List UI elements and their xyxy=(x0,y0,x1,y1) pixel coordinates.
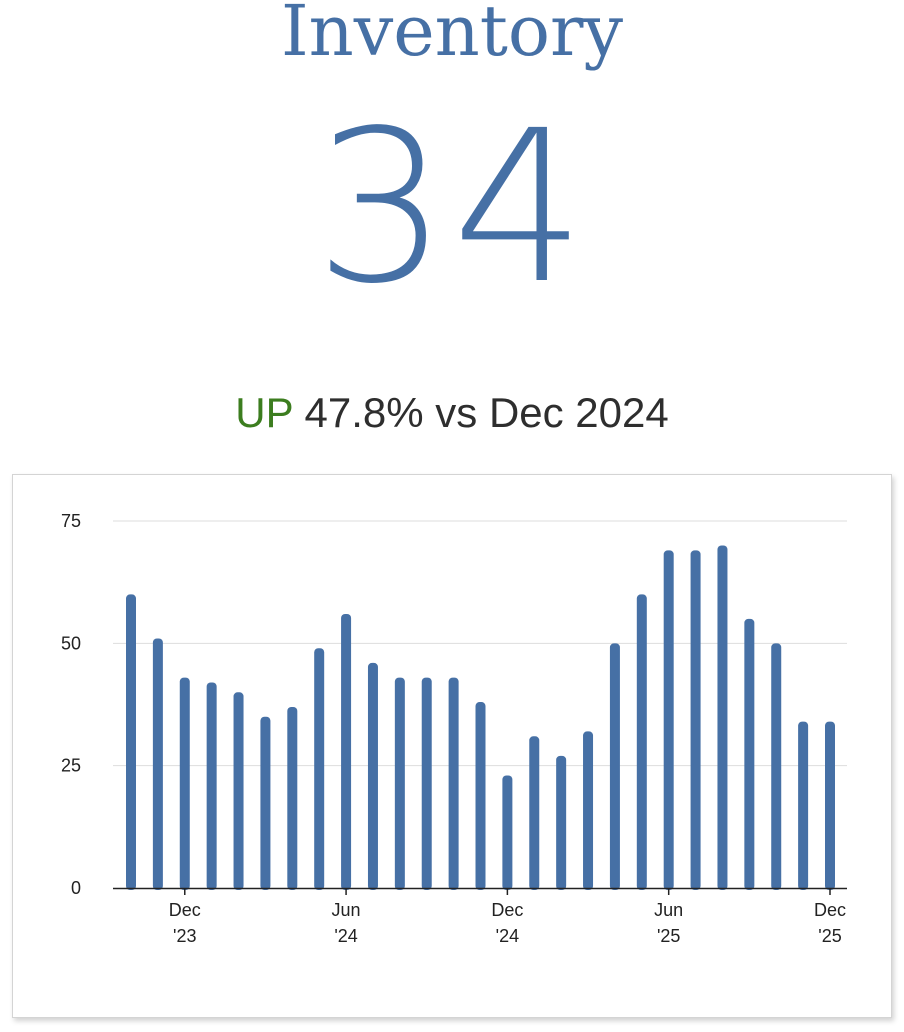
bar xyxy=(744,618,755,890)
chart-card: 0 25 50 75 Dec '23 Jun '24 Dec '24 Jun '25 Dec '25 xyxy=(12,474,892,1018)
bar xyxy=(825,721,835,890)
bar xyxy=(556,755,567,890)
bar xyxy=(206,682,217,890)
change-text: 47.8% vs Dec 2024 xyxy=(304,389,669,436)
change-direction: UP xyxy=(235,389,293,436)
x-tick-label: '24 xyxy=(496,926,519,946)
bar xyxy=(609,643,620,890)
bar xyxy=(126,594,136,890)
x-tick-label: Dec xyxy=(491,900,523,920)
bar xyxy=(717,545,728,890)
bar xyxy=(179,677,190,890)
bar xyxy=(690,550,701,890)
bar xyxy=(502,775,513,890)
bar xyxy=(663,550,674,890)
bar xyxy=(798,721,809,890)
x-tick-label: Dec xyxy=(169,900,201,920)
bar xyxy=(260,716,271,890)
x-tick-label: '23 xyxy=(173,926,196,946)
x-tick-label: Dec xyxy=(814,900,846,920)
bar xyxy=(583,731,594,890)
change-summary: UP 47.8% vs Dec 2024 xyxy=(0,386,904,440)
x-tick-label: Jun xyxy=(332,900,361,920)
x-tick-label: '25 xyxy=(657,926,680,946)
bar xyxy=(367,662,378,890)
bar xyxy=(475,702,486,890)
x-tick-label: '25 xyxy=(818,926,841,946)
x-tick-label: Jun xyxy=(654,900,683,920)
bar xyxy=(233,692,244,890)
bar xyxy=(771,643,782,890)
bar xyxy=(152,638,163,890)
y-tick-label: 50 xyxy=(61,633,81,653)
inventory-value: 34 xyxy=(314,85,590,330)
inventory-bar-chart: 0 25 50 75 Dec '23 Jun '24 Dec '24 Jun '25 Dec '25 xyxy=(61,511,847,946)
bar xyxy=(314,648,325,890)
bar xyxy=(529,736,540,890)
page-title: Inventory xyxy=(280,0,624,72)
bar xyxy=(394,677,405,890)
y-tick-label: 0 xyxy=(71,878,81,898)
bar xyxy=(341,613,352,890)
bar xyxy=(287,706,298,890)
y-tick-label: 25 xyxy=(61,756,81,776)
x-tick-label: '24 xyxy=(334,926,357,946)
bar xyxy=(421,677,432,890)
bar xyxy=(636,594,647,890)
y-tick-label: 75 xyxy=(61,511,81,531)
bar xyxy=(448,677,459,890)
